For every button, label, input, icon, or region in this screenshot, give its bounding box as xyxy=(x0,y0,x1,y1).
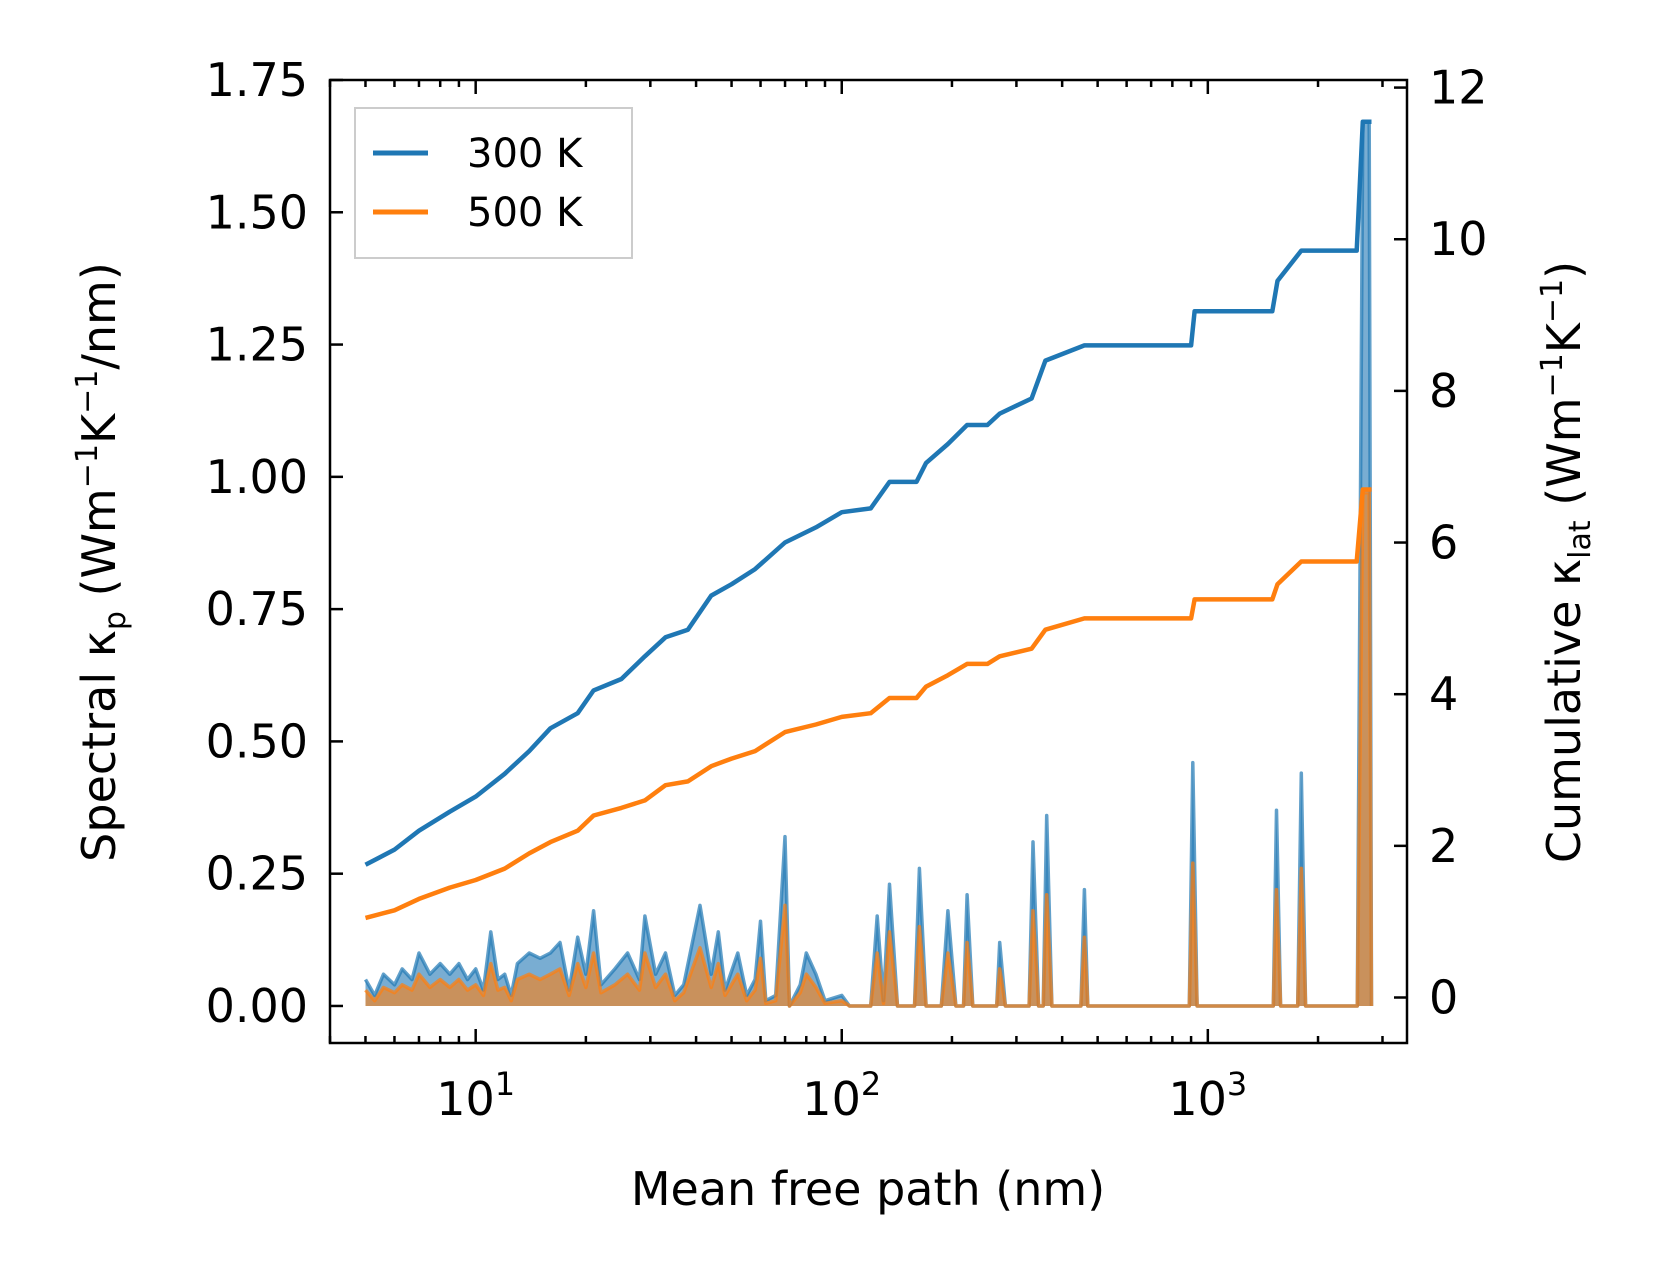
cumulative-line-500k xyxy=(364,487,1372,921)
x-tick-label: 102 xyxy=(802,1065,881,1126)
y-right-tick-label: 2 xyxy=(1429,819,1458,873)
y-right-tick-label: 4 xyxy=(1429,667,1458,721)
y-left-tick-label: 0.00 xyxy=(206,979,308,1033)
legend-label-300k: 300 K xyxy=(467,131,584,177)
legend: 300 K 500 K xyxy=(354,107,633,259)
plot-frame xyxy=(328,78,1409,1045)
x-axis-title: Mean free path (nm) xyxy=(631,1162,1105,1216)
cumulative-line-layer xyxy=(364,119,1372,921)
y-right-tick-label: 12 xyxy=(1429,61,1488,115)
y-left-tick-label: 1.00 xyxy=(206,450,308,504)
y-axis-title-left: Spectral κp (Wm−1K−1/nm) xyxy=(70,262,133,862)
y-right-tick-label: 8 xyxy=(1429,364,1458,418)
tick-label-layer: 0.000.250.500.751.001.251.501.7502468101… xyxy=(206,53,1488,1126)
spectral-area-500k xyxy=(365,492,1372,1006)
legend-box xyxy=(354,107,633,259)
y-left-tick-label: 0.25 xyxy=(206,847,308,901)
y-right-tick-label: 10 xyxy=(1429,212,1488,266)
y-left-tick-label: 0.50 xyxy=(206,714,308,768)
legend-label-500k: 500 K xyxy=(467,190,584,236)
y-axis-title-right: Cumulative κlat (Wm−1K−1) xyxy=(1535,261,1598,863)
spectral-line-layer xyxy=(363,120,1374,1008)
x-tick-label: 101 xyxy=(436,1065,515,1126)
x-tick-label: 103 xyxy=(1168,1065,1247,1126)
tick-layer xyxy=(328,78,1407,1043)
spectral-line-500k xyxy=(364,490,1374,1008)
y-left-tick-label: 0.75 xyxy=(206,582,308,636)
y-right-tick-label: 0 xyxy=(1429,971,1458,1025)
y-left-tick-label: 1.75 xyxy=(206,53,308,107)
cumulative-line-300k xyxy=(364,119,1372,867)
y-left-tick-label: 1.25 xyxy=(206,318,308,372)
y-right-tick-label: 6 xyxy=(1429,516,1458,570)
y-left-tick-label: 1.50 xyxy=(206,185,308,239)
